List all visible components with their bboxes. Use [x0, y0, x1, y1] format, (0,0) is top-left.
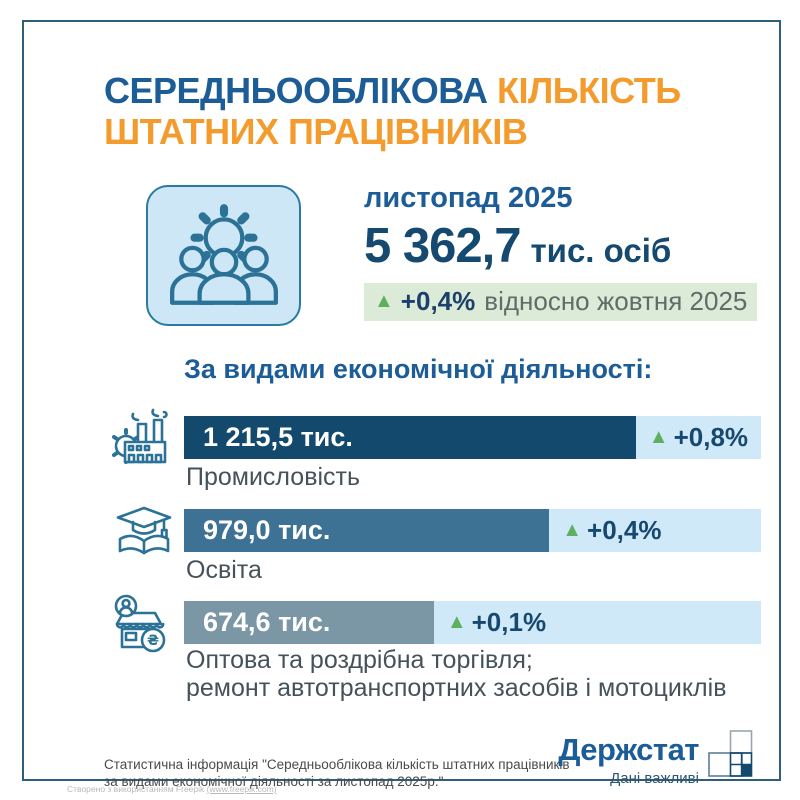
freepik-link[interactable]: (www.freepik.com): [206, 784, 277, 794]
workforce-gear-people-icon: [169, 203, 278, 305]
total-number: 5 362,7: [364, 219, 521, 273]
bar-trade-fill: 674,6 тис.: [184, 601, 434, 644]
source-line-1: Статистична інформація "Середньооблікова…: [104, 757, 570, 772]
total-change-badge: ▲ +0,4% відносно жовтня 2025: [364, 283, 758, 321]
bar-trade-value: 674,6 тис.: [203, 607, 331, 637]
total-unit: тис. осіб: [530, 232, 672, 269]
bar-industry-fill: 1 215,5 тис.: [184, 416, 636, 459]
source-line-2: за видами економічної діяльності за лист…: [104, 774, 444, 789]
freepik-credit: Створено з використанням Freepik (www.fr…: [67, 784, 277, 794]
derzhstat-logo-mark-icon: [708, 730, 753, 777]
title-line-2: ШТАТНИХ ПРАЦІВНИКІВ: [104, 111, 528, 152]
bar-trade-delta: ▲ +0,1%: [446, 607, 547, 637]
svg-text:₴: ₴: [147, 633, 159, 649]
bar-industry: 1 215,5 тис. ▲ +0,8%: [184, 416, 761, 459]
logo-wordmark: Держстат: [558, 732, 699, 767]
bar-industry-label: Промисловість: [186, 463, 361, 491]
summary-block: листопад 2025 5 362,7 тис. осіб ▲ +0,4% в…: [364, 182, 758, 321]
infographic-card: СЕРЕДНЬООБЛІКОВА КІЛЬКІСТЬ ШТАТНИХ ПРАЦІ…: [22, 20, 781, 789]
bar-education: 979,0 тис. ▲ +0,4%: [184, 509, 761, 552]
up-arrow-icon: ▲: [446, 611, 467, 633]
total-change-note: відносно жовтня 2025: [484, 286, 748, 316]
derzhstat-logo: Держстат Дані важливі: [524, 732, 699, 787]
bar-education-delta: ▲ +0,4%: [562, 515, 662, 545]
people-group-icon: [169, 245, 278, 305]
source-note: Статистична інформація "Середньооблікова…: [104, 756, 570, 790]
bar-trade-label: Оптова та роздрібна торгівля; ремонт авт…: [186, 646, 727, 702]
bar-education-value: 979,0 тис.: [203, 515, 331, 545]
bar-education-label: Освіта: [186, 556, 262, 584]
retail-shop-icon: ₴: [114, 594, 166, 653]
bar-trade: 674,6 тис. ▲ +0,1%: [184, 601, 761, 644]
period-label: листопад 2025: [364, 182, 573, 214]
up-arrow-icon: ▲: [648, 426, 669, 448]
factory-icon: [112, 408, 168, 464]
logo-tagline: Дані важливі: [610, 770, 699, 787]
total-change-value: +0,4%: [400, 286, 476, 316]
up-arrow-icon: ▲: [374, 290, 394, 312]
bar-industry-value: 1 215,5 тис.: [203, 422, 353, 452]
workforce-icon-box: [146, 185, 301, 326]
bar-education-fill: 979,0 тис.: [184, 509, 550, 552]
section-heading: За видами економічної діяльності:: [184, 354, 653, 384]
title-line-1: СЕРЕДНЬООБЛІКОВА КІЛЬКІСТЬ: [104, 70, 681, 111]
education-icon: [116, 506, 172, 555]
bar-industry-delta: ▲ +0,8%: [648, 422, 749, 452]
page-title: СЕРЕДНЬООБЛІКОВА КІЛЬКІСТЬ ШТАТНИХ ПРАЦІ…: [104, 70, 681, 152]
total-value: 5 362,7 тис. осіб: [364, 218, 757, 274]
up-arrow-icon: ▲: [562, 519, 583, 541]
